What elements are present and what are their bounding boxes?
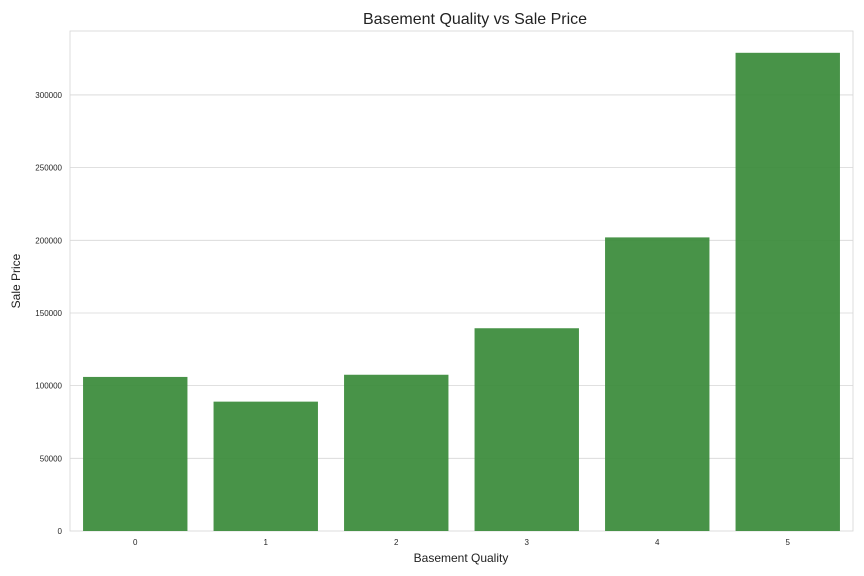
x-tick-label: 1 [264, 538, 269, 547]
y-tick-label: 250000 [35, 164, 62, 173]
x-tick-label: 4 [655, 538, 660, 547]
bar-1 [213, 401, 318, 531]
x-tick-label: 0 [133, 538, 138, 547]
bars [83, 52, 840, 531]
y-tick-label: 100000 [35, 382, 62, 391]
bar-0 [83, 376, 188, 531]
y-tick-labels: 0 50000 100000 150000 200000 250000 300000 [35, 91, 62, 536]
gridlines [70, 94, 853, 459]
x-tick-label: 5 [786, 538, 791, 547]
y-tick-label: 300000 [35, 91, 62, 100]
bar-3 [474, 328, 579, 531]
bar-4 [605, 237, 710, 531]
x-tick-label: 3 [525, 538, 530, 547]
y-tick-label: 200000 [35, 236, 62, 245]
y-tick-label: 0 [58, 527, 63, 536]
y-tick-label: 50000 [40, 454, 63, 463]
plot-area-frame [69, 30, 854, 532]
bar-2 [344, 374, 449, 531]
x-tick-label: 2 [394, 538, 399, 547]
y-axis-label: Sale Price [9, 253, 23, 308]
bar-5 [735, 52, 840, 531]
y-tick-label: 150000 [35, 309, 62, 318]
chart-title: Basement Quality vs Sale Price [363, 11, 587, 28]
x-axis-label: Basement Quality [414, 551, 509, 565]
x-tick-labels: 0 1 2 3 4 5 [133, 538, 791, 547]
